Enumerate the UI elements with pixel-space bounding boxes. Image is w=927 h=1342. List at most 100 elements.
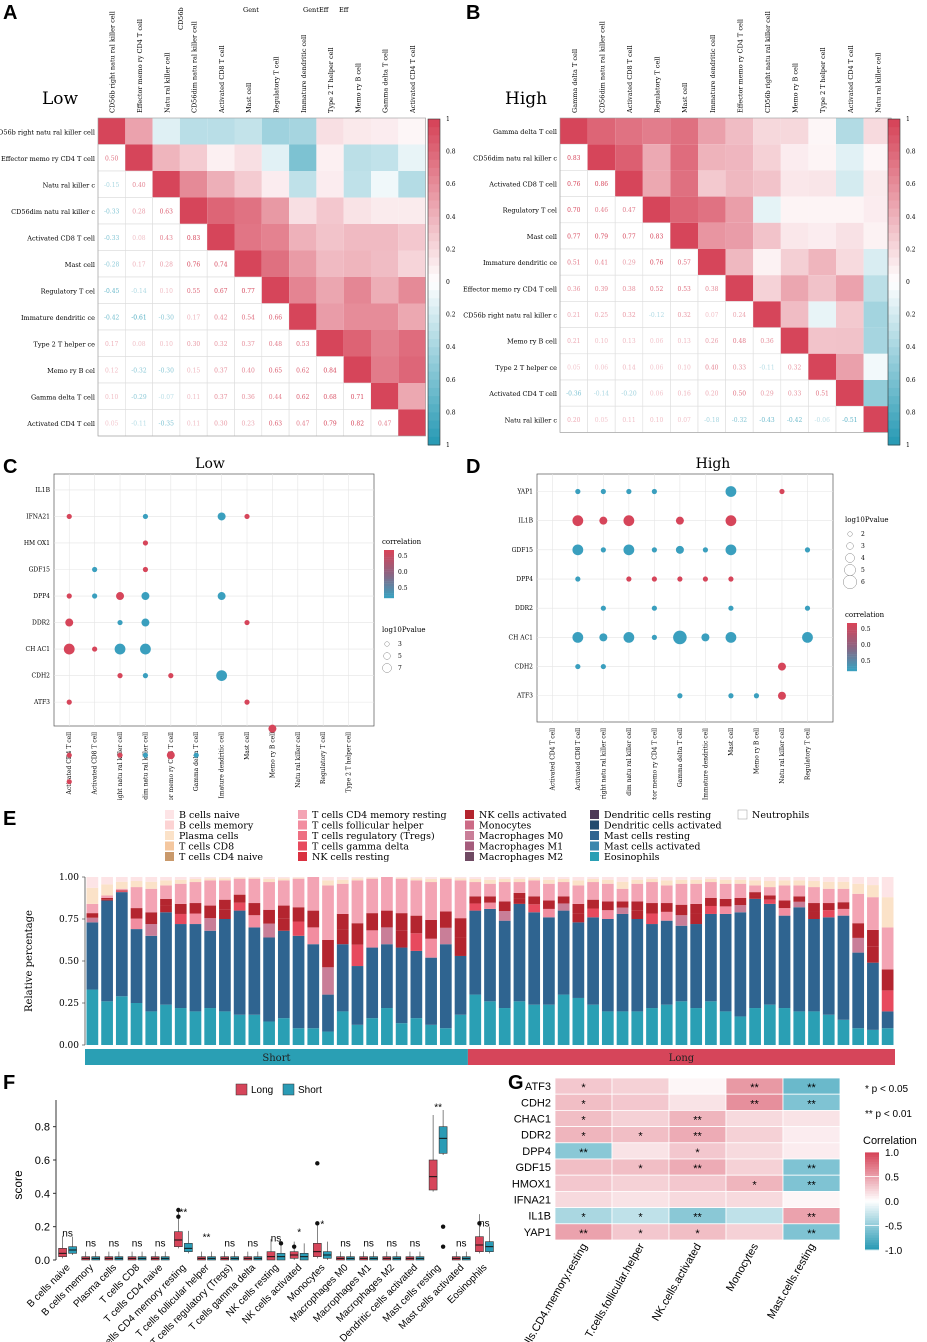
bar-segment <box>410 1018 423 1045</box>
bar-segment <box>808 887 820 904</box>
box <box>438 1126 448 1154</box>
bar-segment <box>484 879 496 884</box>
colorbar-segment <box>888 371 900 381</box>
bar-segment <box>219 919 231 1012</box>
heatmap-cell <box>398 250 426 277</box>
heatmap-value: 0.50 <box>105 155 119 162</box>
col-label: CD56dim natu ral killer cell <box>191 21 199 113</box>
bar-segment <box>351 944 364 967</box>
bar-segment <box>277 905 290 919</box>
heatmap-cell <box>179 144 208 171</box>
bar-segment <box>130 918 143 930</box>
legend-label: NK cells resting <box>312 852 389 863</box>
box <box>184 1243 193 1252</box>
dot-plot-low: Low Activated CD4 T cell Activated CD8 T c… <box>24 456 426 800</box>
colorbar-segment <box>428 257 440 267</box>
bar-segment <box>366 1018 379 1045</box>
heatmap-cell <box>343 197 371 224</box>
colorbar-segment <box>428 224 440 234</box>
size-legend-tick: 5 <box>398 653 402 660</box>
colorbar-segment <box>888 151 900 161</box>
bar-segment <box>145 881 158 889</box>
outlier <box>176 1214 181 1219</box>
bar-segment <box>513 898 526 904</box>
row-label: Activated CD4 T cell <box>26 420 95 428</box>
dot <box>651 488 657 495</box>
bar-segment <box>174 903 187 914</box>
dot <box>779 488 785 495</box>
bar-segment <box>734 883 747 898</box>
col-label: Activated CD4 T cell <box>847 45 855 114</box>
heatmap-cell <box>207 118 235 145</box>
bar-segment <box>219 880 231 900</box>
box <box>428 1159 438 1191</box>
bar-segment <box>469 879 482 883</box>
colorbar-tick: 0.2 <box>446 246 456 253</box>
bar-segment <box>336 879 349 884</box>
colorbar-segment <box>865 1198 879 1202</box>
colorbar-segment <box>888 249 900 259</box>
bar-segment <box>778 877 791 881</box>
heatmap-value: 0.10 <box>678 364 692 371</box>
correlation-heatmap-low: Low CD56b right natu ral killer cell Effec… <box>0 6 456 449</box>
legend-label: Neutrophils <box>752 810 809 821</box>
heatmap-value: 0.50 <box>733 391 747 398</box>
dot <box>623 544 635 556</box>
legend-gradient <box>847 642 857 645</box>
legend-gradient <box>384 569 394 572</box>
bar-segment <box>646 882 658 904</box>
row-label: GDF15 <box>516 1162 551 1174</box>
bar-segment <box>189 1011 202 1045</box>
heatmap-cell <box>97 303 126 331</box>
colorbar-segment <box>888 428 900 438</box>
bar-segment <box>410 878 423 881</box>
heatmap-value: 0.42 <box>214 314 228 321</box>
heatmap-value: 0.41 <box>595 260 608 267</box>
significance-star: ** <box>807 1179 816 1191</box>
heatmap-cell <box>289 277 317 304</box>
legend-gradient <box>847 649 857 652</box>
heatmap-cell <box>371 277 399 304</box>
significance-label: ns <box>271 1234 282 1245</box>
bar-segment <box>248 877 261 879</box>
heatmap-cell <box>780 249 809 276</box>
box <box>174 1231 183 1247</box>
group-bar-long <box>467 1049 895 1065</box>
heatmap-value: 0.47 <box>296 420 310 427</box>
colorbar-segment <box>428 273 440 283</box>
heatmap-value: 0.48 <box>733 338 747 345</box>
heatmap-cell <box>398 383 426 410</box>
bar-segment <box>822 881 835 889</box>
bar-segment <box>454 918 467 938</box>
colorbar-segment <box>865 1203 879 1207</box>
bar-segment <box>454 937 467 956</box>
legend-swatch <box>298 820 307 830</box>
heatmap-cell <box>752 327 782 355</box>
bar-segment <box>307 1028 320 1045</box>
significance-star: ** <box>693 1115 702 1127</box>
heatmap-value: 0.17 <box>132 261 146 268</box>
y-tick-label: 0.4 <box>35 1188 50 1200</box>
dot <box>651 547 657 553</box>
outlier <box>176 1207 181 1213</box>
y-tick-label: YAP1 <box>516 489 533 496</box>
bar-segment <box>543 1004 555 1045</box>
colorbar-frame <box>887 118 901 446</box>
dot <box>675 545 684 554</box>
heatmap-cell <box>97 382 126 410</box>
row-label: CDH2 <box>521 1097 551 1109</box>
bar-segment <box>277 878 290 881</box>
heatmap-cell <box>670 118 698 145</box>
heatmap-cell <box>808 327 836 354</box>
bar-segment <box>101 899 113 901</box>
dot <box>753 693 760 699</box>
heatmap-value: -0.32 <box>131 367 147 374</box>
legend-swatch <box>165 841 174 851</box>
col-label-fragment: Eff <box>319 6 330 14</box>
heatmap-value: 0.32 <box>678 312 692 319</box>
colorbar-tick: 0.4 <box>906 214 916 221</box>
colorbar-segment <box>888 282 900 291</box>
bar-segment <box>204 878 217 881</box>
heatmap-cell <box>316 250 344 277</box>
bar-segment <box>572 880 585 886</box>
